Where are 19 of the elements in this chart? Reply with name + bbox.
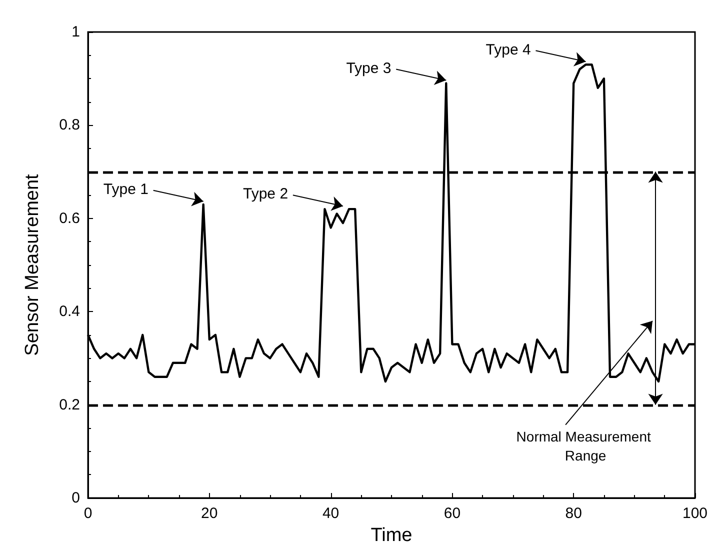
x-tick-label: 40 xyxy=(322,505,340,522)
y-tick-label: 0 xyxy=(72,490,80,506)
annotation: Type 4 xyxy=(486,41,531,58)
x-tick-label: 60 xyxy=(444,505,461,522)
x-tick-label: 100 xyxy=(682,505,708,522)
y-tick-label: 0.8 xyxy=(59,116,80,134)
y-axis-title: Sensor Measurement xyxy=(22,173,43,356)
annotation: Type 3 xyxy=(346,60,392,77)
y-tick-label: 0.2 xyxy=(59,396,80,414)
annotation: Type 2 xyxy=(243,186,288,203)
y-tick-label: 0.6 xyxy=(59,210,80,227)
x-tick-label: 80 xyxy=(565,505,582,522)
x-axis-title: Time xyxy=(370,525,412,546)
annotation: Type 1 xyxy=(103,181,148,198)
x-tick-label: 0 xyxy=(84,505,92,522)
annotation: Normal Measurement Range xyxy=(516,428,655,464)
y-tick-label: 0.4 xyxy=(59,303,80,320)
y-tick-label: 1 xyxy=(72,24,80,40)
x-tick-label: 20 xyxy=(201,505,218,522)
